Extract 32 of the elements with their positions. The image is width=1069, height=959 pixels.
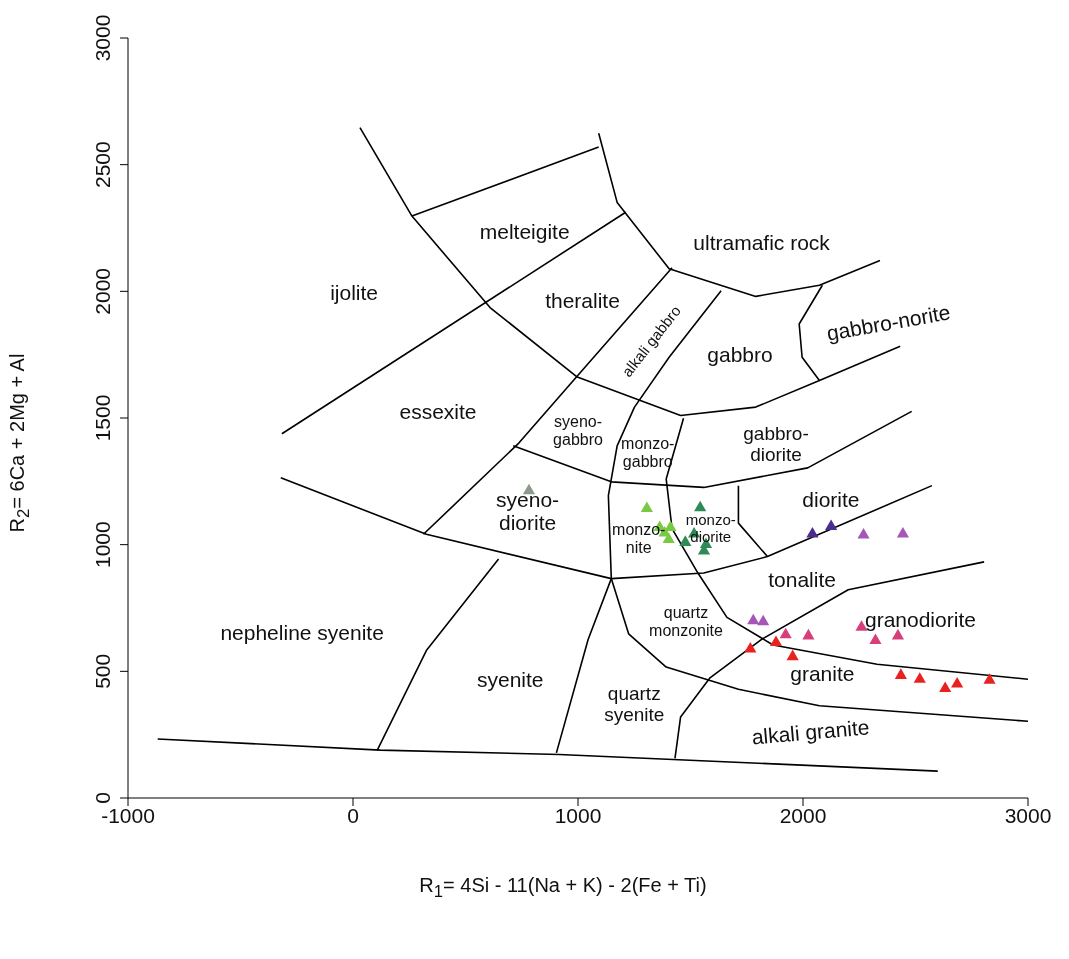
annotation: syenite [477,667,544,691]
y-tick-label: 2500 [91,141,114,189]
annotation: syeno- gabbro [553,413,604,449]
y-tick-label: 0 [91,792,114,804]
annotation: syeno- diorite [496,487,560,534]
annotation: granodiorite [865,607,976,631]
annotation: quartz syenite [604,683,665,726]
annotation: theralite [545,288,620,312]
y-tick-label: 1000 [91,521,114,569]
x-axis-title: R$_{1}$= 4Si - 11(Na + K) - 2(Fe + Ti) [418,874,708,902]
annotation: nepheline syenite [220,620,384,644]
annotation: tonalite [768,567,836,591]
annotation: essexite [399,399,477,423]
x-tick-label: 3000 [1004,803,1052,827]
x-tick-label: 0 [347,803,359,827]
annotation: quartz monzonite [649,604,724,640]
annotation: melteigite [479,219,570,243]
annotation: alkali granite [750,714,871,749]
y-tick-label: 3000 [91,14,114,62]
annotation: granite [790,661,855,685]
annotation: gabbro [707,342,773,366]
y-tick-label: 500 [91,653,114,689]
annotation: ijolite [330,280,379,304]
annotation: monzo- diorite [685,510,736,545]
y-tick-label: 2000 [91,267,114,315]
annotation: gabbro- diorite [743,423,809,466]
x-tick-label: 2000 [779,803,827,827]
x-tick-label: 1000 [554,803,602,827]
y-tick-label: 1500 [91,394,114,442]
annotation: ultramafic rock [693,230,831,254]
annotation: diorite [802,487,860,511]
x-tick-label: -1000 [101,803,155,827]
